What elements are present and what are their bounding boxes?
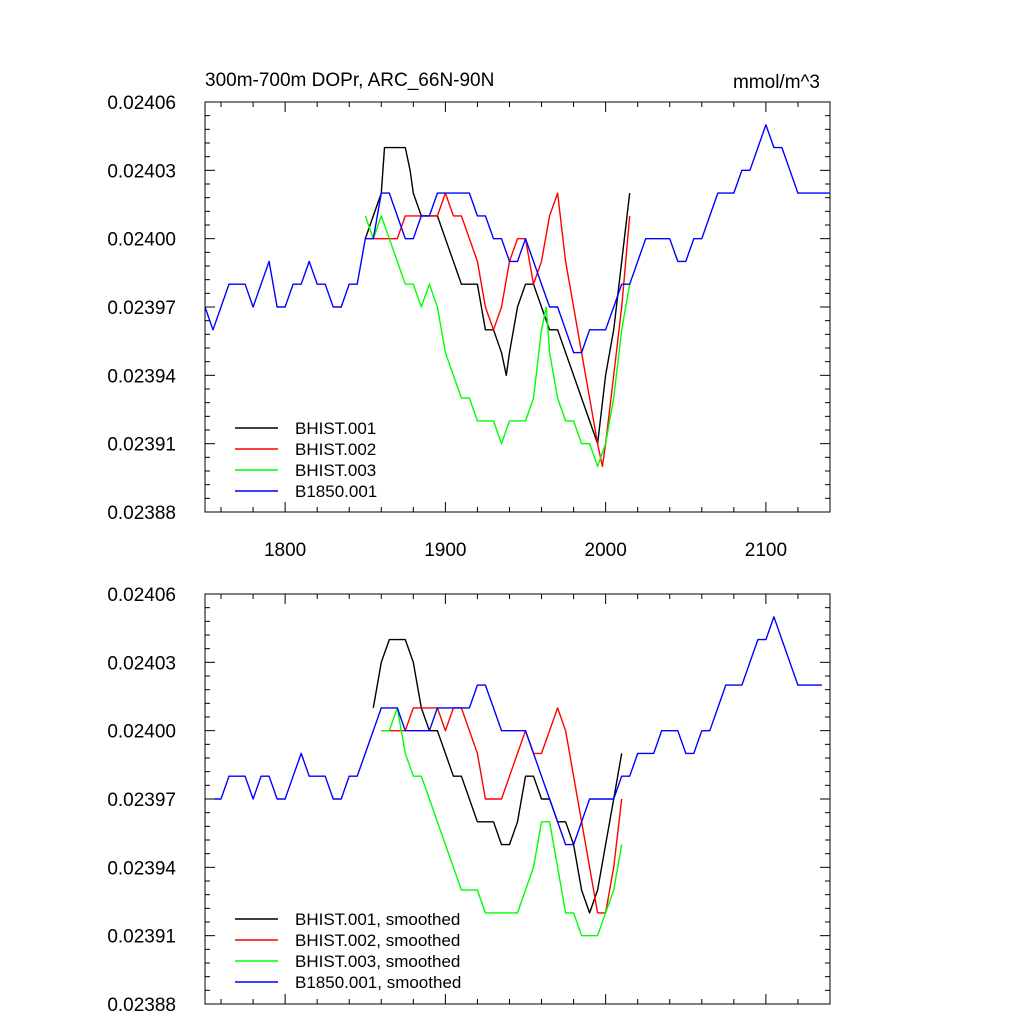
legend-label: BHIST.001 [295, 419, 376, 438]
series-line-4 [214, 616, 822, 846]
legend-label: BHIST.003 [295, 461, 376, 480]
y-tick-label: 0.02394 [107, 858, 176, 879]
y-tick-label: 0.02403 [107, 653, 176, 674]
legend-label: BHIST.002, smoothed [295, 931, 460, 950]
y-tick-label: 0.02400 [107, 230, 176, 251]
y-tick-label: 0.02397 [107, 790, 176, 811]
legend-label: BHIST.003, smoothed [295, 952, 460, 971]
y-tick-label: 0.02403 [107, 161, 176, 182]
legend-label: B1850.001, smoothed [295, 973, 461, 992]
y-tick-label: 0.02394 [107, 366, 176, 387]
chart-panel-1: 0.02388 0.02391 0.02394 0.02397 0.02400 0.024… [107, 70, 831, 561]
series-line-3 [381, 707, 623, 937]
chart-title: 300m-700m DOPr, ARC_66N-90N [205, 70, 494, 91]
y-tick-label: 0.02406 [107, 585, 176, 606]
y-tick-label: 0.02400 [107, 722, 176, 743]
legend: BHIST.001 BHIST.002 BHIST.003 B1850.001 [235, 419, 377, 501]
y-tick-label: 0.02406 [107, 93, 176, 114]
x-tick-label: 2000 [585, 540, 627, 561]
x-tick-label: 1800 [264, 540, 306, 561]
x-tick-label: 1900 [424, 540, 466, 561]
legend-label: B1850.001 [295, 482, 377, 501]
y-tick-label: 0.02388 [107, 503, 176, 524]
legend-label: BHIST.001, smoothed [295, 910, 460, 929]
chart-panel-2: 0.02388 0.02391 0.02394 0.02397 0.02400 0.024… [107, 585, 831, 1016]
legend: BHIST.001, smoothed BHIST.002, smoothed BH… [235, 910, 461, 992]
y-tick-label: 0.02397 [107, 298, 176, 319]
series-line-4 [205, 124, 830, 354]
series-line-1 [372, 638, 623, 914]
x-tick-label: 2100 [745, 540, 787, 561]
y-tick-label: 0.02391 [107, 435, 176, 456]
series-line-3 [364, 215, 631, 468]
y-tick-label: 0.02391 [107, 927, 176, 948]
units-label: mmol/m^3 [733, 72, 820, 93]
series-line-2 [373, 192, 631, 468]
y-tick-label: 0.02388 [107, 995, 176, 1016]
legend-label: BHIST.002 [295, 440, 376, 459]
